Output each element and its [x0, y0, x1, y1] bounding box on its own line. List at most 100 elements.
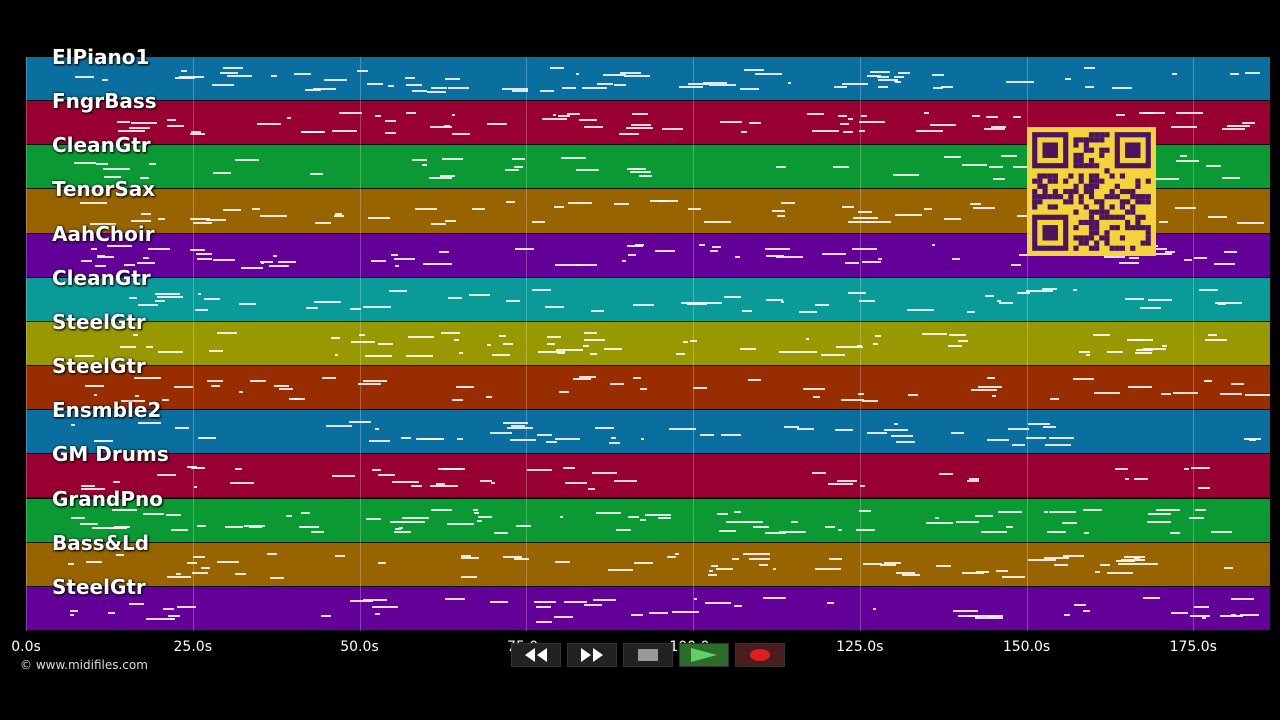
- play-button[interactable]: [679, 643, 729, 667]
- note-mark: [1220, 615, 1243, 618]
- note-mark: [503, 421, 528, 424]
- note-mark: [639, 519, 646, 522]
- note-mark: [404, 77, 415, 80]
- note-mark: [527, 469, 552, 472]
- note-mark: [149, 163, 156, 166]
- note-mark: [116, 554, 124, 557]
- note-mark: [398, 526, 404, 529]
- note-mark: [592, 598, 617, 601]
- note-mark: [430, 223, 447, 226]
- note-mark: [1083, 609, 1091, 612]
- note-mark: [259, 214, 288, 217]
- note-mark: [1127, 386, 1152, 389]
- note-mark: [907, 309, 934, 312]
- note-mark: [249, 380, 267, 383]
- note-mark: [141, 213, 152, 216]
- note-mark: [108, 611, 116, 614]
- track-lane[interactable]: [26, 366, 1270, 411]
- note-mark: [1227, 125, 1251, 128]
- note-mark: [1236, 221, 1265, 224]
- note-mark: [895, 214, 922, 217]
- note-mark: [1073, 378, 1095, 381]
- note-mark: [566, 112, 581, 115]
- note-mark: [260, 262, 265, 265]
- note-mark: [1093, 392, 1120, 395]
- note-mark: [334, 354, 338, 357]
- note-mark: [797, 428, 814, 431]
- note-mark: [857, 210, 873, 213]
- track-lane[interactable]: [26, 57, 1270, 102]
- note-mark: [194, 486, 198, 489]
- note-mark: [1143, 596, 1161, 599]
- note-mark: [998, 301, 1013, 304]
- record-button[interactable]: [735, 643, 785, 667]
- note-mark: [815, 303, 830, 306]
- note-mark: [502, 87, 528, 90]
- note-mark: [321, 376, 337, 379]
- transport-controls: [511, 643, 785, 669]
- note-mark: [972, 207, 996, 210]
- tick-label: 175.0s: [1169, 639, 1217, 655]
- note-mark: [670, 555, 677, 558]
- note-mark: [944, 217, 961, 220]
- note-mark: [533, 601, 557, 604]
- note-mark: [1083, 508, 1102, 511]
- stop-icon: [638, 649, 658, 661]
- track-name: Bass&Ld: [52, 530, 150, 555]
- note-mark: [811, 471, 827, 474]
- note-mark: [1008, 428, 1030, 431]
- note-mark: [967, 310, 976, 313]
- note-mark: [1048, 510, 1076, 513]
- note-mark: [426, 90, 446, 93]
- note-mark: [165, 513, 182, 516]
- stop-button[interactable]: [623, 643, 673, 667]
- note-mark: [699, 243, 706, 246]
- note-mark: [163, 607, 175, 610]
- note-mark: [743, 69, 764, 72]
- note-mark: [510, 439, 536, 442]
- note-mark: [176, 606, 196, 609]
- note-mark: [444, 78, 460, 81]
- note-mark: [633, 168, 640, 171]
- note-mark: [68, 562, 75, 565]
- note-mark: [615, 528, 631, 531]
- note-mark: [133, 333, 138, 336]
- gridline: [192, 57, 194, 631]
- track-name: CleanGtr: [52, 265, 151, 290]
- track-lane[interactable]: [26, 586, 1270, 631]
- note-mark: [680, 302, 705, 305]
- track-lane[interactable]: [26, 321, 1270, 367]
- note-mark: [578, 376, 597, 379]
- note-mark: [220, 72, 238, 75]
- fast-forward-button[interactable]: [567, 643, 617, 667]
- note-mark: [1155, 508, 1181, 511]
- note-mark: [859, 485, 866, 488]
- note-mark: [506, 426, 533, 429]
- note-mark: [1012, 115, 1022, 118]
- note-mark: [314, 221, 331, 224]
- note-mark: [875, 335, 882, 338]
- note-mark: [531, 220, 546, 223]
- note-mark: [1042, 426, 1057, 428]
- track-lane[interactable]: [26, 498, 1270, 543]
- note-mark: [741, 130, 747, 133]
- note-mark: [715, 567, 733, 570]
- track-lane[interactable]: [26, 542, 1270, 587]
- note-mark: [326, 424, 352, 427]
- note-mark: [853, 217, 878, 220]
- fast-forward-icon: [581, 648, 603, 662]
- note-mark: [1139, 306, 1162, 309]
- rewind-button[interactable]: [511, 643, 561, 667]
- track-lane[interactable]: [26, 277, 1270, 322]
- track-lane[interactable]: [26, 410, 1270, 455]
- note-mark: [562, 467, 576, 470]
- track-lane[interactable]: [26, 454, 1270, 499]
- note-mark: [79, 522, 98, 525]
- note-mark: [1199, 289, 1218, 292]
- note-mark: [1201, 617, 1207, 620]
- note-mark: [116, 120, 130, 123]
- note-mark: [847, 220, 871, 223]
- note-mark: [1155, 248, 1168, 251]
- note-mark: [614, 202, 630, 205]
- note-mark: [554, 437, 581, 440]
